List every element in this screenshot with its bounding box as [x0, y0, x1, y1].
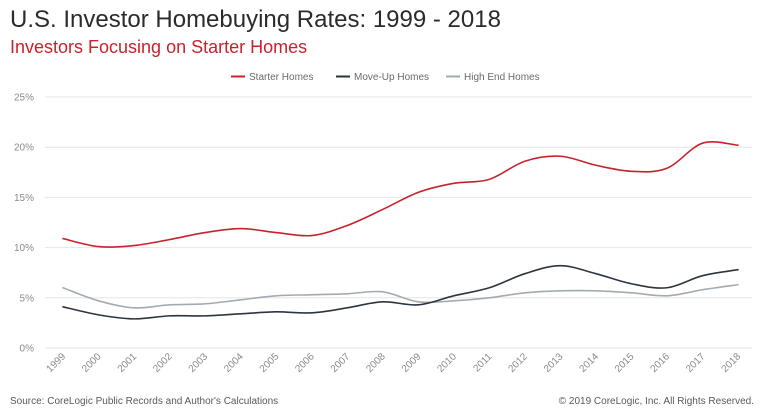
- copyright-note: © 2019 CoreLogic, Inc. All Rights Reserv…: [558, 396, 754, 407]
- legend-label-starter-homes: Starter Homes: [249, 72, 313, 83]
- x-tick-label: 2000: [80, 351, 104, 375]
- legend-label-move-up-homes: Move-Up Homes: [354, 72, 429, 83]
- series-line-starter-homes: [62, 141, 739, 248]
- y-tick-label: 20%: [14, 143, 34, 154]
- x-tick-label: 2018: [720, 351, 744, 375]
- x-tick-label: 2004: [222, 351, 246, 375]
- chart-subtitle: Investors Focusing on Starter Homes: [10, 37, 308, 57]
- legend: Starter Homes Move-Up Homes High End Homes: [231, 72, 540, 83]
- x-tick-label: 2015: [613, 351, 637, 375]
- x-tick-label: 2014: [578, 351, 602, 375]
- x-tick-label: 2002: [151, 351, 175, 375]
- y-tick-label: 5%: [20, 293, 35, 304]
- x-tick-label: 2010: [435, 351, 459, 375]
- source-note: Source: CoreLogic Public Records and Aut…: [10, 396, 279, 407]
- series-line-high-end-homes: [62, 283, 739, 309]
- x-tick-label: 2006: [293, 351, 317, 375]
- grid-lines: [45, 96, 752, 349]
- y-tick-label: 25%: [14, 93, 34, 104]
- y-tick-label: 0%: [20, 344, 35, 355]
- series-lines: [62, 141, 739, 320]
- x-tick-label: 2005: [258, 351, 282, 375]
- x-tick-label: 2016: [649, 351, 673, 375]
- x-tick-label: 2013: [542, 351, 566, 375]
- x-axis-ticks: 1999 2000 2001 2002 2003 2004 2005 2006 2007 2008…: [45, 351, 744, 375]
- x-tick-label: 2008: [364, 351, 388, 375]
- x-tick-label: 2012: [506, 351, 530, 375]
- y-tick-label: 15%: [14, 193, 34, 204]
- chart-title: U.S. Investor Homebuying Rates: 1999 - 2…: [10, 6, 501, 33]
- x-tick-label: 2011: [471, 351, 494, 374]
- x-tick-label: 2009: [400, 351, 424, 375]
- x-tick-label: 2007: [329, 351, 353, 375]
- y-axis-ticks: 0% 5% 10% 15% 20% 25%: [14, 93, 34, 355]
- series-line-move-up-homes: [62, 264, 739, 320]
- x-tick-label: 2003: [187, 351, 211, 375]
- x-tick-label: 2001: [116, 351, 140, 375]
- x-tick-label: 1999: [45, 351, 69, 375]
- legend-label-high-end-homes: High End Homes: [464, 72, 540, 83]
- x-tick-label: 2017: [684, 351, 708, 375]
- y-tick-label: 10%: [14, 243, 34, 254]
